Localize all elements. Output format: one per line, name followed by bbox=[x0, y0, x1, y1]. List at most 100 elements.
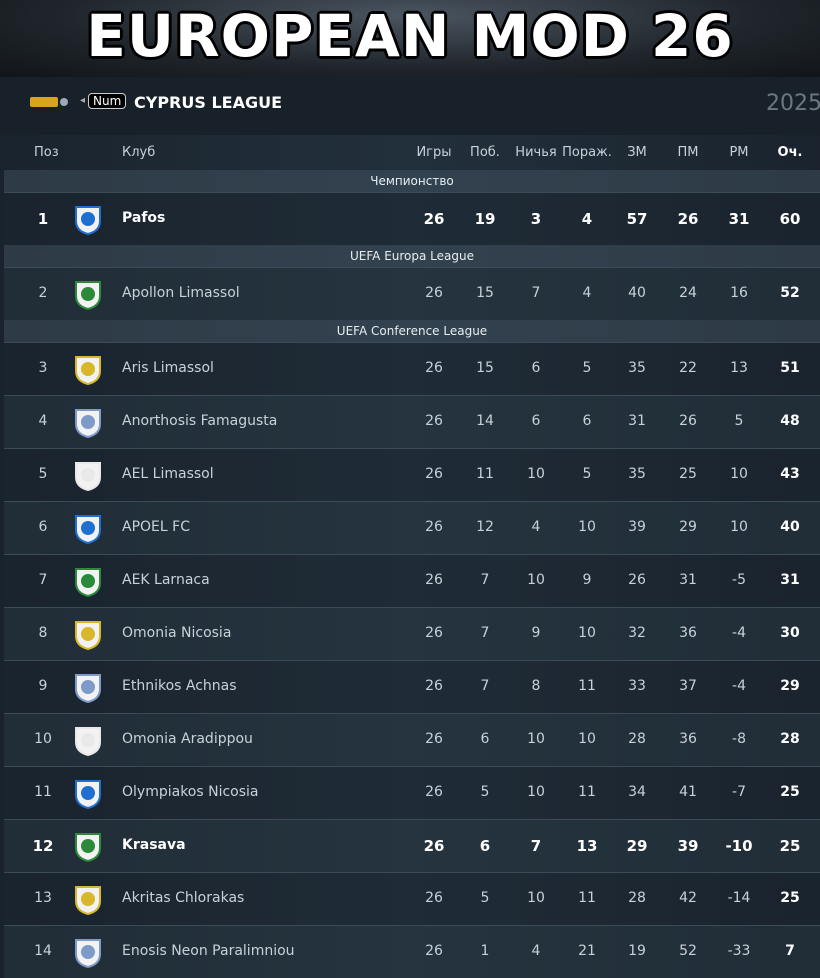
club-name: Omonia Nicosia bbox=[122, 625, 232, 641]
club-logo bbox=[75, 886, 101, 915]
stat-value: 12 bbox=[476, 519, 494, 535]
column-header[interactable]: ПМ bbox=[677, 145, 699, 160]
stat-value: 13 bbox=[730, 360, 748, 376]
position: 8 bbox=[38, 625, 48, 641]
column-header[interactable]: Поз bbox=[34, 145, 59, 160]
table-row[interactable]: 3 Aris Limassol 26 15 6 5 35 22 13 51 bbox=[4, 342, 820, 395]
stat-value: 31 bbox=[679, 572, 697, 588]
table-header: Поз Клуб Игры Поб. Ничья Пораж. ЗМ ПМ РМ Оч. bbox=[0, 135, 820, 170]
club-name: Akritas Chlorakas bbox=[122, 890, 245, 906]
stat-value: 6 bbox=[531, 413, 541, 429]
stat-value: 26 bbox=[679, 413, 697, 429]
stat-value: 4 bbox=[581, 210, 593, 228]
stat-value: 8 bbox=[531, 678, 541, 694]
stat-value: 42 bbox=[679, 890, 697, 906]
stat-value: 25 bbox=[780, 784, 800, 800]
stat-value: 26 bbox=[423, 210, 445, 228]
club-name: Omonia Aradippou bbox=[122, 731, 253, 747]
column-header[interactable]: Поб. bbox=[470, 145, 500, 160]
table-row[interactable]: 13 Akritas Chlorakas 26 5 10 11 28 42 -14 25 bbox=[4, 872, 820, 925]
club-name: Pafos bbox=[122, 210, 166, 226]
table-row[interactable]: 9 Ethnikos Achnas 26 7 8 11 33 37 -4 29 bbox=[4, 660, 820, 713]
club-logo bbox=[75, 621, 101, 650]
stat-value: 16 bbox=[730, 285, 748, 301]
position: 14 bbox=[34, 943, 52, 959]
club-logo bbox=[75, 727, 101, 756]
stat-value: 6 bbox=[531, 360, 541, 376]
stat-value: 26 bbox=[425, 519, 443, 535]
position: 6 bbox=[38, 519, 48, 535]
table-row[interactable]: 5 AEL Limassol 26 11 10 5 35 25 10 43 bbox=[4, 448, 820, 501]
club-logo bbox=[75, 462, 101, 491]
stat-value: 28 bbox=[628, 890, 646, 906]
table-row[interactable]: 1 Pafos 26 19 3 4 57 26 31 60 bbox=[4, 192, 820, 245]
stat-value: 10 bbox=[578, 519, 596, 535]
stat-value: 39 bbox=[677, 837, 699, 855]
column-header[interactable]: Ничья bbox=[515, 145, 557, 160]
stat-value: 28 bbox=[628, 731, 646, 747]
stat-value: 41 bbox=[679, 784, 697, 800]
club-name: Anorthosis Famagusta bbox=[122, 413, 278, 429]
column-header[interactable]: ЗМ bbox=[627, 145, 647, 160]
stat-value: 11 bbox=[578, 784, 596, 800]
league-name[interactable]: CYPRUS LEAGUE bbox=[134, 93, 283, 112]
table-row[interactable]: 4 Anorthosis Famagusta 26 14 6 6 31 26 5 48 bbox=[4, 395, 820, 448]
season: 2025 bbox=[766, 91, 820, 116]
table-row[interactable]: 11 Olympiakos Nicosia 26 5 10 11 34 41 -7 25 bbox=[4, 766, 820, 819]
stat-value: 39 bbox=[628, 519, 646, 535]
stat-value: 6 bbox=[480, 731, 490, 747]
club-name: Apollon Limassol bbox=[122, 285, 240, 301]
position: 9 bbox=[38, 678, 48, 694]
stat-value: 51 bbox=[780, 360, 800, 376]
stat-value: 5 bbox=[582, 360, 592, 376]
stat-value: 7 bbox=[480, 572, 490, 588]
arrow-icon: ◂ bbox=[80, 95, 86, 106]
stat-value: 10 bbox=[578, 731, 596, 747]
stat-value: 6 bbox=[582, 413, 592, 429]
club-logo bbox=[75, 833, 101, 862]
stat-value: 11 bbox=[476, 466, 494, 482]
stat-value: 31 bbox=[728, 210, 750, 228]
stat-value: 11 bbox=[578, 678, 596, 694]
stat-value: 36 bbox=[679, 731, 697, 747]
table-row[interactable]: 6 APOEL FC 26 12 4 10 39 29 10 40 bbox=[4, 501, 820, 554]
table-row[interactable]: 12 Krasava 26 6 7 13 29 39 -10 25 bbox=[4, 819, 820, 872]
league-bar: ◂ Num CYPRUS LEAGUE 2025 bbox=[0, 77, 820, 135]
stat-value: 10 bbox=[730, 519, 748, 535]
stat-value: 25 bbox=[780, 890, 800, 906]
stat-value: 7 bbox=[531, 285, 541, 301]
position: 12 bbox=[32, 837, 54, 855]
table-row[interactable]: 8 Omonia Nicosia 26 7 9 10 32 36 -4 30 bbox=[4, 607, 820, 660]
table-row[interactable]: 7 AEK Larnaca 26 7 10 9 26 31 -5 31 bbox=[4, 554, 820, 607]
stat-value: -8 bbox=[732, 731, 746, 747]
stat-value: 52 bbox=[679, 943, 697, 959]
column-header[interactable]: Клуб bbox=[122, 145, 156, 160]
stat-value: 35 bbox=[628, 360, 646, 376]
club-logo bbox=[75, 206, 101, 235]
club-logo bbox=[75, 356, 101, 385]
stat-value: 24 bbox=[679, 285, 697, 301]
stat-value: 10 bbox=[527, 731, 545, 747]
section-title: UEFA Conference League bbox=[4, 320, 820, 342]
stat-value: 26 bbox=[425, 360, 443, 376]
position: 5 bbox=[38, 466, 48, 482]
stat-value: 9 bbox=[531, 625, 541, 641]
table-row[interactable]: 2 Apollon Limassol 26 15 7 4 40 24 16 52 bbox=[4, 267, 820, 320]
table-row[interactable]: 10 Omonia Aradippou 26 6 10 10 28 36 -8 28 bbox=[4, 713, 820, 766]
column-header[interactable]: РМ bbox=[729, 145, 749, 160]
key-hint[interactable]: Num bbox=[88, 93, 127, 109]
stat-value: 5 bbox=[480, 890, 490, 906]
stat-value: 4 bbox=[582, 285, 592, 301]
stat-value: 5 bbox=[480, 784, 490, 800]
club-name: AEK Larnaca bbox=[122, 572, 210, 588]
column-header[interactable]: Игры bbox=[416, 145, 452, 160]
table-row[interactable]: 14 Enosis Neon Paralimniou 26 1 4 21 19 52 -33 7 bbox=[4, 925, 820, 978]
stat-value: 1 bbox=[480, 943, 490, 959]
club-name: Enosis Neon Paralimniou bbox=[122, 943, 295, 959]
club-name: APOEL FC bbox=[122, 519, 190, 535]
column-header[interactable]: Пораж. bbox=[562, 145, 612, 160]
column-header[interactable]: Оч. bbox=[777, 145, 803, 160]
stat-value: -14 bbox=[727, 890, 751, 906]
stat-value: 11 bbox=[578, 890, 596, 906]
stat-value: 26 bbox=[628, 572, 646, 588]
